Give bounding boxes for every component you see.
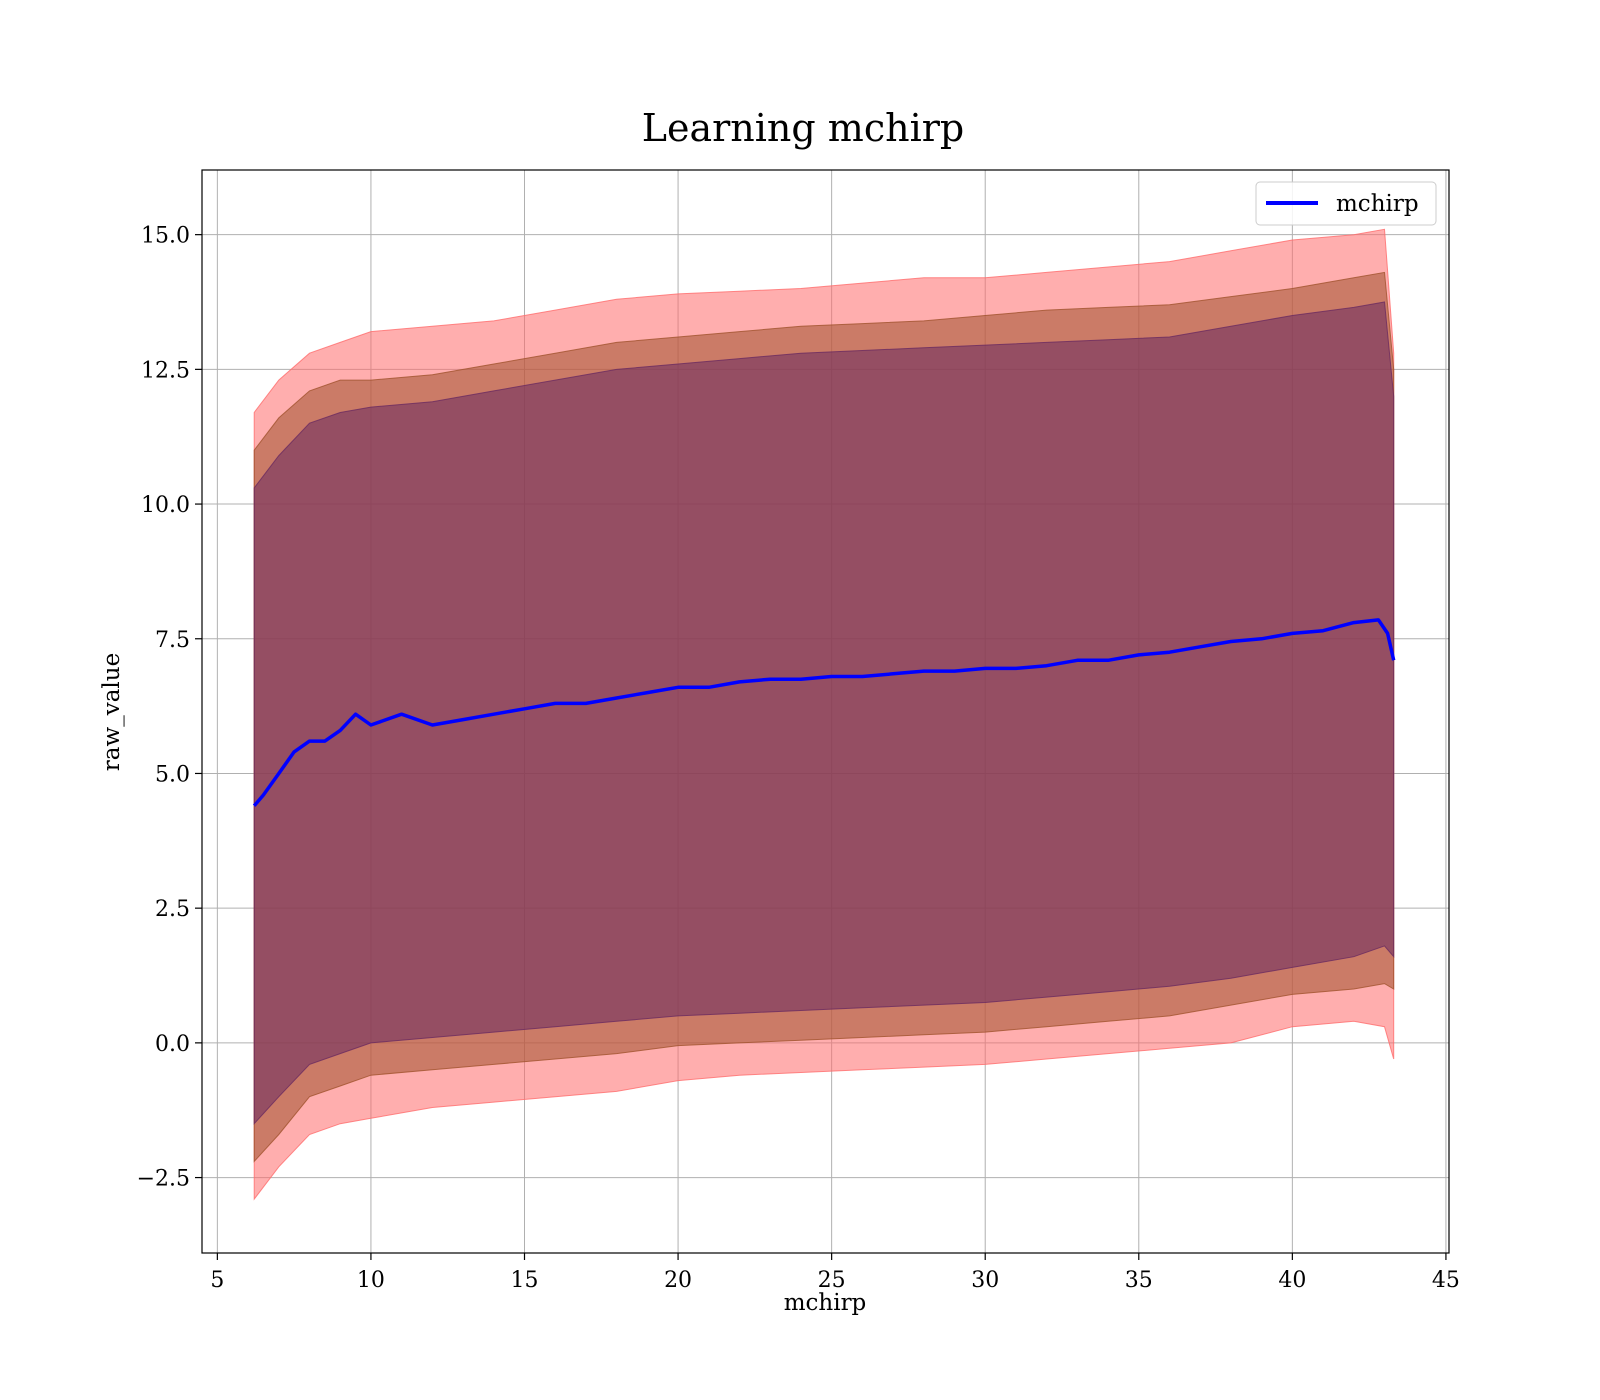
y-axis-label: raw_value [99, 653, 125, 771]
x-tick-label: 30 [971, 1268, 999, 1293]
x-tick-label: 15 [511, 1268, 539, 1293]
x-axis-ticks: 5 10 15 20 25 30 35 40 45 [210, 1253, 1460, 1293]
y-tick-label: 2.5 [155, 897, 190, 922]
x-tick-label: 45 [1432, 1268, 1460, 1293]
x-tick-label: 10 [357, 1268, 385, 1293]
confidence-bands [253, 228, 1395, 1201]
x-axis-label: mchirp [784, 1290, 867, 1316]
band-inner [253, 301, 1395, 1125]
x-tick-label: 25 [818, 1268, 846, 1293]
y-tick-label: −2.5 [137, 1167, 190, 1192]
y-tick-label: 7.5 [155, 628, 190, 653]
y-tick-label: 5.0 [155, 762, 190, 787]
y-tick-label: 15.0 [141, 224, 190, 249]
chart-title: Learning mchirp [642, 106, 964, 150]
legend-box [1255, 181, 1437, 226]
x-tick-label: 35 [1125, 1268, 1153, 1293]
series-line-mchirp [252, 618, 1396, 807]
y-tick-label: 12.5 [141, 358, 190, 383]
y-tick-label: 0.0 [155, 1032, 190, 1057]
y-axis-ticks: −2.5 0.0 2.5 5.0 7.5 10.0 12.5 15.0 [137, 224, 202, 1192]
legend-label-mchirp: mchirp [1336, 191, 1419, 217]
legend: mchirp [1255, 181, 1437, 226]
x-tick-label: 40 [1278, 1268, 1306, 1293]
plot-frame [201, 169, 1450, 1254]
x-tick-label: 5 [210, 1268, 224, 1293]
y-tick-label: 10.0 [141, 493, 190, 518]
x-tick-label: 20 [664, 1268, 692, 1293]
series-lines [252, 618, 1396, 807]
